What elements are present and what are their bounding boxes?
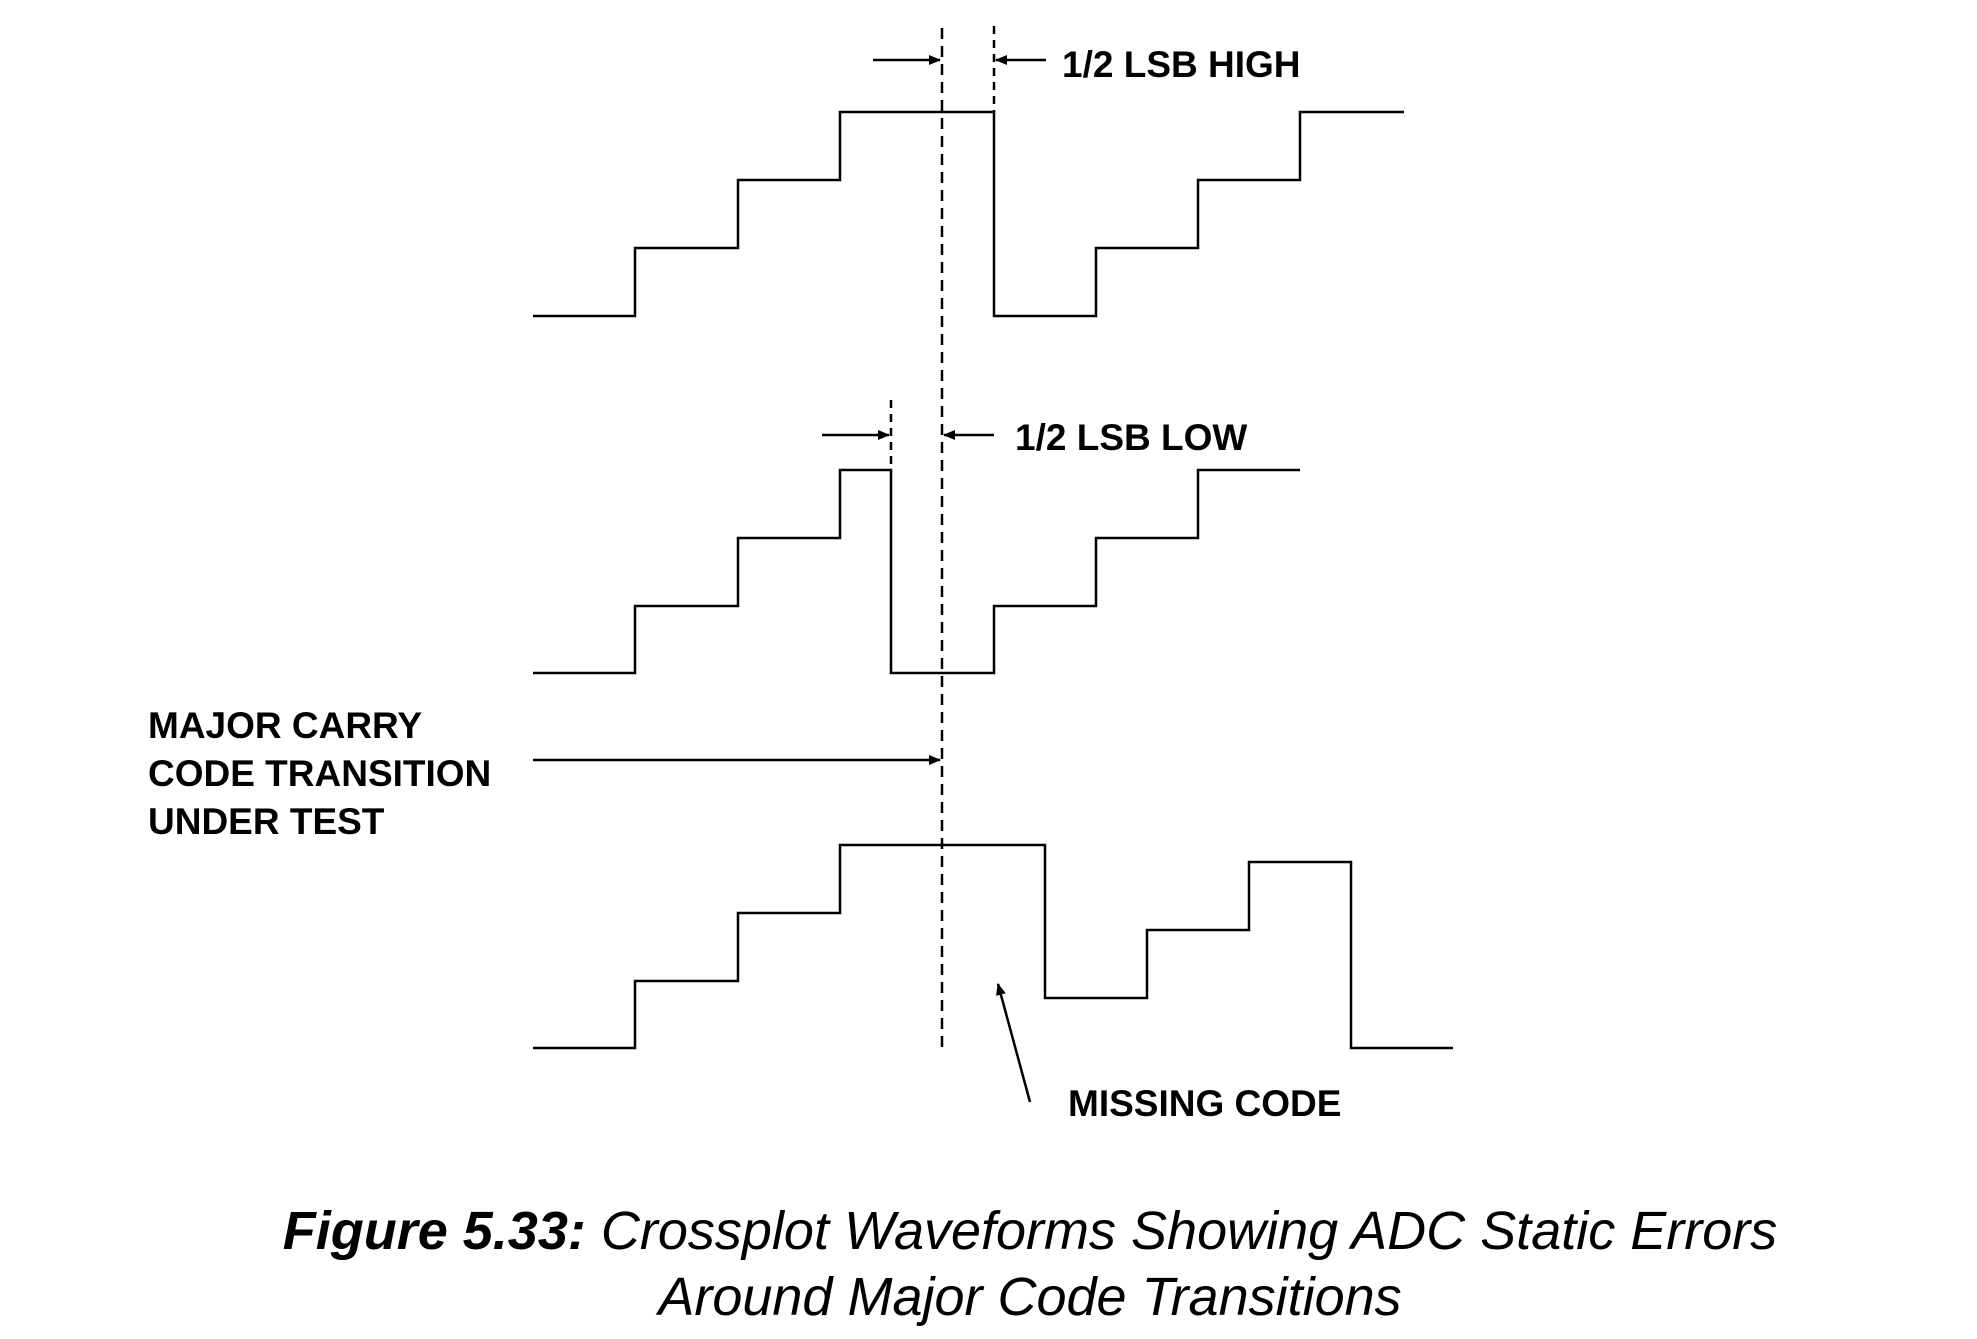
major-carry-label-line1: MAJOR CARRY (148, 705, 422, 746)
missing-code-label: MISSING CODE (1068, 1083, 1341, 1124)
major-carry-label-line2: CODE TRANSITION (148, 753, 491, 794)
figure-number: Figure 5.33: (282, 1201, 586, 1261)
half-lsb-high-label: 1/2 LSB HIGH (1062, 44, 1301, 85)
missing-code-arrow (996, 983, 1032, 1103)
half-lsb-low-label: 1/2 LSB LOW (1015, 417, 1247, 458)
caption-line-1: Figure 5.33: Crossplot Waveforms Showing… (0, 1198, 1977, 1264)
waveform-half-lsb-high (533, 110, 1404, 318)
waveform-half-lsb-low (533, 468, 1300, 675)
figure-caption: Figure 5.33: Crossplot Waveforms Showing… (0, 1198, 1977, 1330)
caption-title-line1: Crossplot Waveforms Showing ADC Static E… (600, 1201, 1778, 1261)
caption-title-line2: Around Major Code Transitions (658, 1267, 1402, 1327)
waveform-missing-code (533, 843, 1453, 1050)
major-carry-label-line3: UNDER TEST (148, 801, 385, 842)
